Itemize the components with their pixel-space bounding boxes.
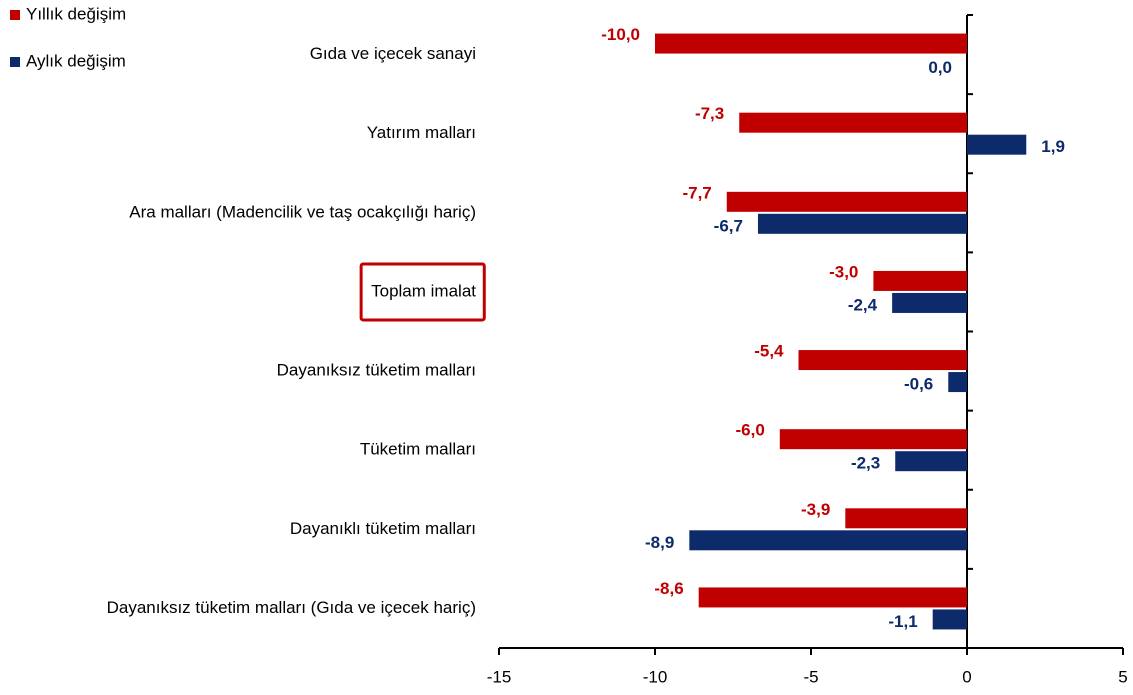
- bar: [967, 134, 1027, 155]
- category-label: Dayanıksız tüketim malları: [277, 361, 476, 380]
- value-label: -1,1: [888, 612, 917, 631]
- value-label: -3,9: [801, 500, 830, 519]
- bar: [739, 112, 967, 133]
- legend-swatch: [10, 57, 20, 67]
- value-label: -0,6: [904, 375, 933, 394]
- highlight-box: [359, 262, 486, 322]
- value-label: -3,0: [829, 262, 858, 281]
- value-label: 1,9: [1041, 137, 1065, 156]
- x-tick-label: -15: [487, 667, 512, 686]
- value-label: -7,7: [682, 183, 711, 202]
- bar: [689, 530, 967, 551]
- category-label: Ara malları (Madencilik ve taş ocakçılığ…: [129, 202, 476, 221]
- value-label: 0,0: [928, 58, 952, 77]
- bar: [845, 508, 967, 529]
- category-label: Toplam imalat: [371, 281, 476, 300]
- bar: [698, 587, 967, 608]
- x-tick-label: 5: [1118, 667, 1127, 686]
- legend-swatch: [10, 10, 20, 20]
- bar: [932, 609, 967, 630]
- bar: [798, 350, 967, 371]
- bar: [948, 372, 967, 393]
- category-label: Gıda ve içecek sanayi: [310, 44, 476, 63]
- bar: [757, 213, 967, 234]
- value-label: -8,9: [645, 533, 674, 552]
- value-label: -6,0: [736, 421, 765, 440]
- bar: [779, 429, 967, 450]
- bar: [873, 270, 967, 291]
- x-tick-label: 0: [962, 667, 971, 686]
- legend-label: Aylık değişim: [26, 51, 126, 70]
- value-label: -7,3: [695, 104, 724, 123]
- category-label: Yatırım malları: [367, 123, 476, 142]
- value-label: -2,3: [851, 454, 880, 473]
- x-tick-label: -10: [643, 667, 668, 686]
- value-label: -2,4: [848, 295, 878, 314]
- bar: [655, 33, 967, 54]
- category-label: Dayanıksız tüketim malları (Gıda ve içec…: [107, 598, 476, 617]
- bar: [726, 191, 967, 212]
- value-label: -10,0: [601, 25, 640, 44]
- bar: [892, 292, 967, 313]
- category-label: Dayanıklı tüketim malları: [290, 519, 476, 538]
- value-label: -8,6: [654, 579, 683, 598]
- value-label: -6,7: [714, 216, 743, 235]
- x-tick-label: -5: [803, 667, 818, 686]
- bar: [895, 451, 967, 472]
- value-label: -5,4: [754, 342, 784, 361]
- category-label: Tüketim malları: [360, 440, 476, 459]
- legend-label: Yıllık değişim: [26, 4, 126, 23]
